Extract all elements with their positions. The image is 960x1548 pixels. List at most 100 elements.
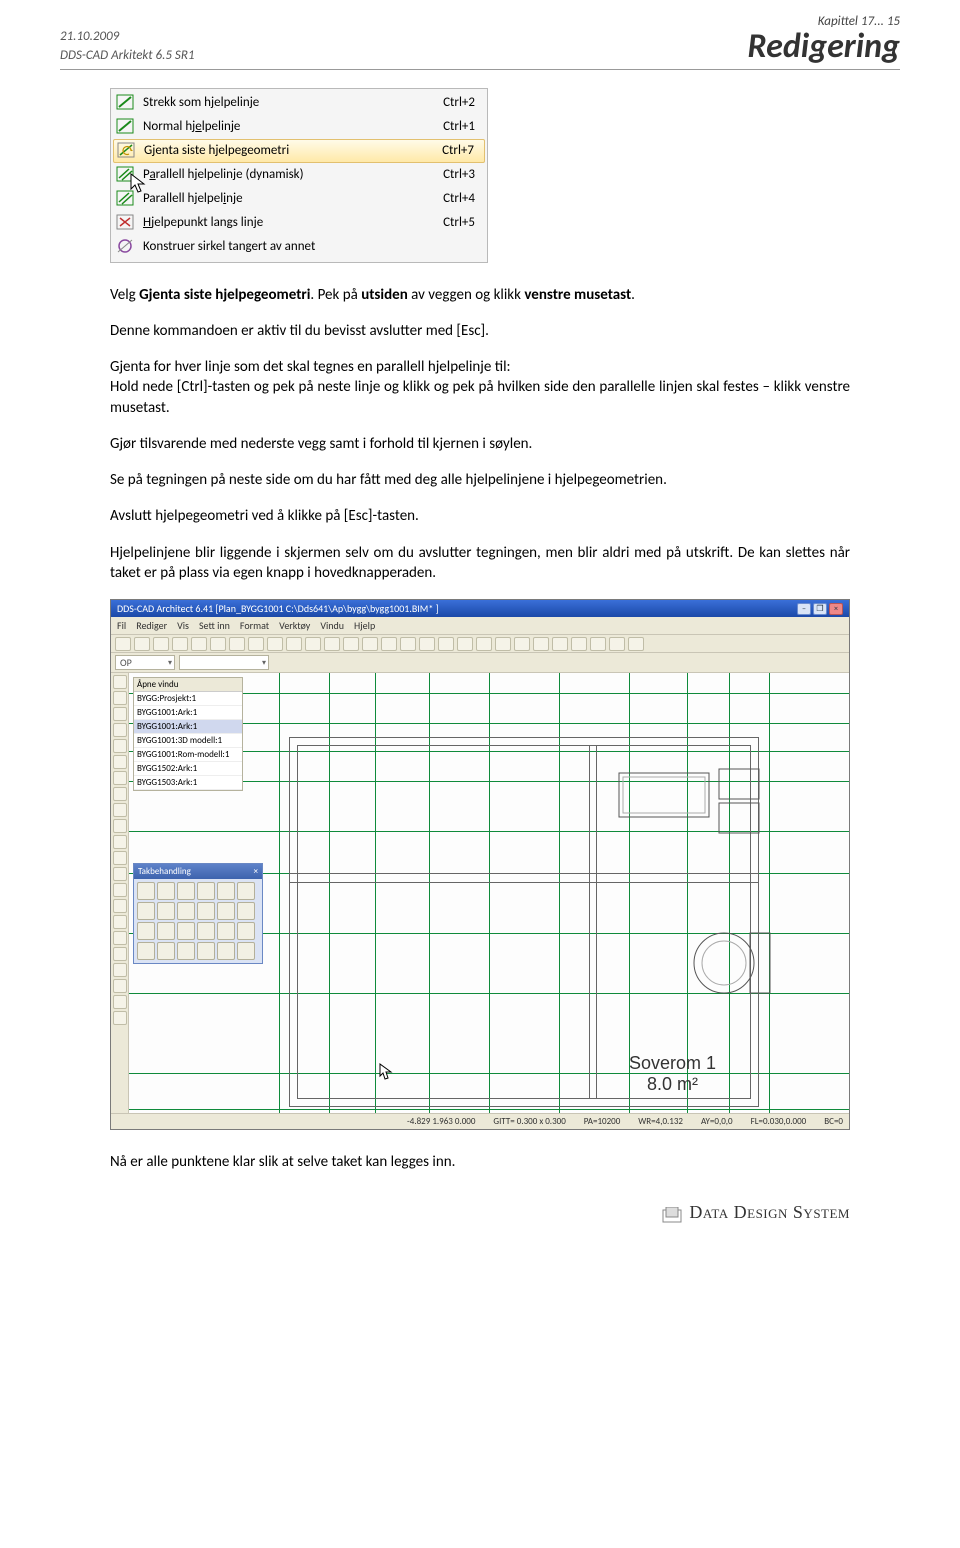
menu-item[interactable]: Hjelp xyxy=(354,619,375,632)
left-toolbar-button[interactable] xyxy=(113,755,127,769)
context-menu-item[interactable]: Konstruer sirkel tangert av annet xyxy=(113,235,485,259)
toolbar-button[interactable] xyxy=(267,637,283,651)
toolbox-button[interactable] xyxy=(217,902,235,920)
left-toolbar-button[interactable] xyxy=(113,675,127,689)
toolbox-button[interactable] xyxy=(237,922,255,940)
left-toolbar-button[interactable] xyxy=(113,995,127,1009)
menu-item[interactable]: Sett inn xyxy=(199,619,230,632)
toolbox-header[interactable]: Takbehandling× xyxy=(134,864,262,879)
context-menu-item[interactable]: Strekk som hjelpelinjeCtrl+2 xyxy=(113,91,485,115)
left-toolbar-button[interactable] xyxy=(113,819,127,833)
left-toolbar-button[interactable] xyxy=(113,947,127,961)
left-toolbar-button[interactable] xyxy=(113,1011,127,1025)
left-toolbar-button[interactable] xyxy=(113,803,127,817)
context-menu-item[interactable]: Parallell hjelpelinje (dynamisk)Ctrl+3 xyxy=(113,163,485,187)
menu-item[interactable]: Rediger xyxy=(136,619,167,632)
toolbar-button[interactable] xyxy=(305,637,321,651)
toolbar-button[interactable] xyxy=(571,637,587,651)
left-toolbar-button[interactable] xyxy=(113,867,127,881)
toolbox-button[interactable] xyxy=(237,902,255,920)
toolbox-button[interactable] xyxy=(217,942,235,960)
toolbar-button[interactable] xyxy=(438,637,454,651)
left-toolbar-button[interactable] xyxy=(113,915,127,929)
left-toolbar-button[interactable] xyxy=(113,851,127,865)
toolbar-button[interactable] xyxy=(153,637,169,651)
toolbox-button[interactable] xyxy=(197,882,215,900)
toolbox-button[interactable] xyxy=(217,882,235,900)
toolbox-button[interactable] xyxy=(217,922,235,940)
left-toolbar-button[interactable] xyxy=(113,963,127,977)
toolbox-button[interactable] xyxy=(157,922,175,940)
panel-item[interactable]: BYGG1001:Ark:1 xyxy=(134,706,242,720)
context-menu-item[interactable]: Hjelpepunkt langs linjeCtrl+5 xyxy=(113,211,485,235)
toolbox-button[interactable] xyxy=(177,902,195,920)
left-toolbar-button[interactable] xyxy=(113,787,127,801)
toolbar-button[interactable] xyxy=(609,637,625,651)
left-toolbar-button[interactable] xyxy=(113,739,127,753)
toolbar-button[interactable] xyxy=(628,637,644,651)
maximize-button[interactable]: ❐ xyxy=(813,603,827,615)
menu-item[interactable]: Verktøy xyxy=(279,619,310,632)
toolbar-button[interactable] xyxy=(362,637,378,651)
toolbar-button[interactable] xyxy=(210,637,226,651)
toolbar-button[interactable] xyxy=(134,637,150,651)
toolbar-button[interactable] xyxy=(514,637,530,651)
toolbar-button[interactable] xyxy=(115,637,131,651)
toolbox-button[interactable] xyxy=(157,902,175,920)
menu-item[interactable]: Format xyxy=(240,619,269,632)
menu-item[interactable]: Fil xyxy=(117,619,126,632)
toolbar-button[interactable] xyxy=(457,637,473,651)
toolbox-button[interactable] xyxy=(137,942,155,960)
toolbox-button[interactable] xyxy=(157,942,175,960)
panel-item[interactable]: BYGG1001:3D modell:1 xyxy=(134,734,242,748)
toolbox-button[interactable] xyxy=(177,942,195,960)
toolbox-button[interactable] xyxy=(197,902,215,920)
panel-item[interactable]: BYGG1502:Ark:1 xyxy=(134,762,242,776)
toolbar-button[interactable] xyxy=(419,637,435,651)
toolbox-button[interactable] xyxy=(157,882,175,900)
toolbar-button[interactable] xyxy=(286,637,302,651)
left-toolbar-button[interactable] xyxy=(113,979,127,993)
minimize-button[interactable]: – xyxy=(797,603,811,615)
left-toolbar-button[interactable] xyxy=(113,691,127,705)
left-toolbar-button[interactable] xyxy=(113,931,127,945)
cad-canvas[interactable]: Soverom 18.0 m²Åpne vinduBYGG:Prosjekt:1… xyxy=(129,673,849,1113)
context-menu-item[interactable]: Parallell hjelpelinjeCtrl+4 xyxy=(113,187,485,211)
combo-2[interactable] xyxy=(179,655,269,670)
toolbar-button[interactable] xyxy=(533,637,549,651)
left-toolbar-button[interactable] xyxy=(113,883,127,897)
toolbar-button[interactable] xyxy=(495,637,511,651)
toolbox-button[interactable] xyxy=(137,882,155,900)
combo-op[interactable]: OP xyxy=(115,655,175,670)
left-toolbar-button[interactable] xyxy=(113,723,127,737)
toolbar-button[interactable] xyxy=(590,637,606,651)
toolbar-button[interactable] xyxy=(229,637,245,651)
toolbar-button[interactable] xyxy=(248,637,264,651)
toolbar-button[interactable] xyxy=(191,637,207,651)
toolbox-button[interactable] xyxy=(177,922,195,940)
toolbar-button[interactable] xyxy=(400,637,416,651)
context-menu-item[interactable]: Normal hjelpelinjeCtrl+1 xyxy=(113,115,485,139)
toolbox-button[interactable] xyxy=(177,882,195,900)
toolbox-button[interactable] xyxy=(197,922,215,940)
toolbar-button[interactable] xyxy=(381,637,397,651)
toolbar-button[interactable] xyxy=(172,637,188,651)
left-toolbar-button[interactable] xyxy=(113,707,127,721)
toolbar-button[interactable] xyxy=(476,637,492,651)
toolbox-button[interactable] xyxy=(137,922,155,940)
close-button[interactable]: × xyxy=(829,603,843,615)
panel-item[interactable]: BYGG1001:Ark:1 xyxy=(134,720,242,734)
left-toolbar-button[interactable] xyxy=(113,835,127,849)
left-toolbar-button[interactable] xyxy=(113,899,127,913)
toolbox-button[interactable] xyxy=(197,942,215,960)
close-icon[interactable]: × xyxy=(254,866,258,877)
toolbar-button[interactable] xyxy=(324,637,340,651)
toolbox-button[interactable] xyxy=(237,942,255,960)
menu-item[interactable]: Vindu xyxy=(320,619,344,632)
context-menu-item[interactable]: Gjenta siste hjelpegeometriCtrl+7 xyxy=(113,139,485,163)
panel-item[interactable]: BYGG1001:Rom-modell:1 xyxy=(134,748,242,762)
toolbar-button[interactable] xyxy=(343,637,359,651)
menu-item[interactable]: Vis xyxy=(177,619,189,632)
panel-item[interactable]: BYGG1503:Ark:1 xyxy=(134,776,242,790)
toolbar-button[interactable] xyxy=(552,637,568,651)
